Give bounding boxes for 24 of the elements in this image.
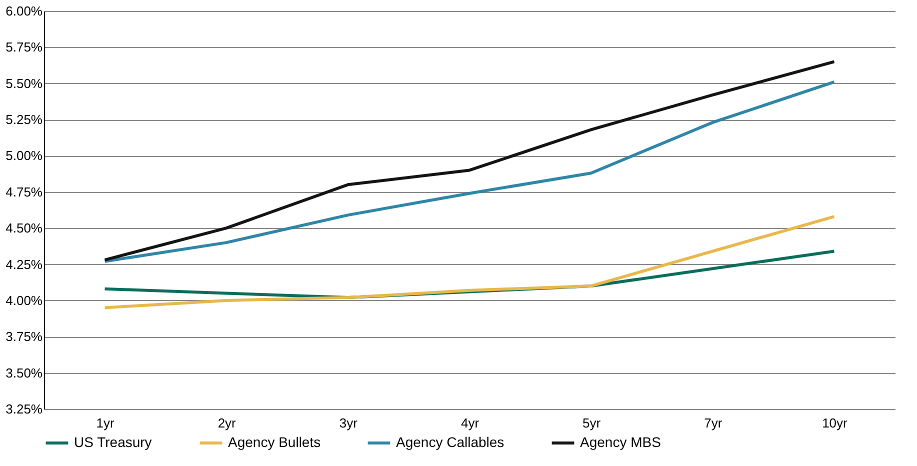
y-tick-label: 4.00%: [6, 292, 43, 308]
line-series: [103, 215, 836, 310]
x-tick-label: 10yr: [822, 416, 848, 430]
y-tick-label: 3.75%: [6, 329, 43, 344]
x-tick-label: 1yr: [96, 416, 115, 430]
y-tick-label: 3.25%: [6, 402, 43, 416]
y-tick-label: 5.50%: [6, 76, 43, 91]
y-tick-label: 5.25%: [6, 112, 43, 128]
x-tick-label: 3yr: [339, 416, 358, 430]
x-tick-label: 7yr: [704, 416, 723, 430]
y-tick-label: 4.50%: [6, 220, 43, 236]
legend-label: US Treasury: [74, 434, 152, 450]
legend-label: Agency Bullets: [228, 434, 321, 450]
x-tick-label: 4yr: [460, 416, 480, 430]
y-tick-label: 5.75%: [6, 40, 43, 55]
y-tick-label: 6.00%: [6, 4, 43, 18]
x-tick-label: 5yr: [582, 416, 602, 430]
legend-label: Agency Callables: [396, 434, 504, 450]
y-tick-label: 4.75%: [6, 184, 43, 200]
legend-label: Agency MBS: [580, 434, 661, 450]
y-tick-label: 3.50%: [6, 365, 43, 380]
x-tick-label: 2yr: [218, 416, 237, 430]
y-tick-label: 5.00%: [6, 148, 43, 164]
y-tick-label: 4.25%: [6, 256, 43, 272]
